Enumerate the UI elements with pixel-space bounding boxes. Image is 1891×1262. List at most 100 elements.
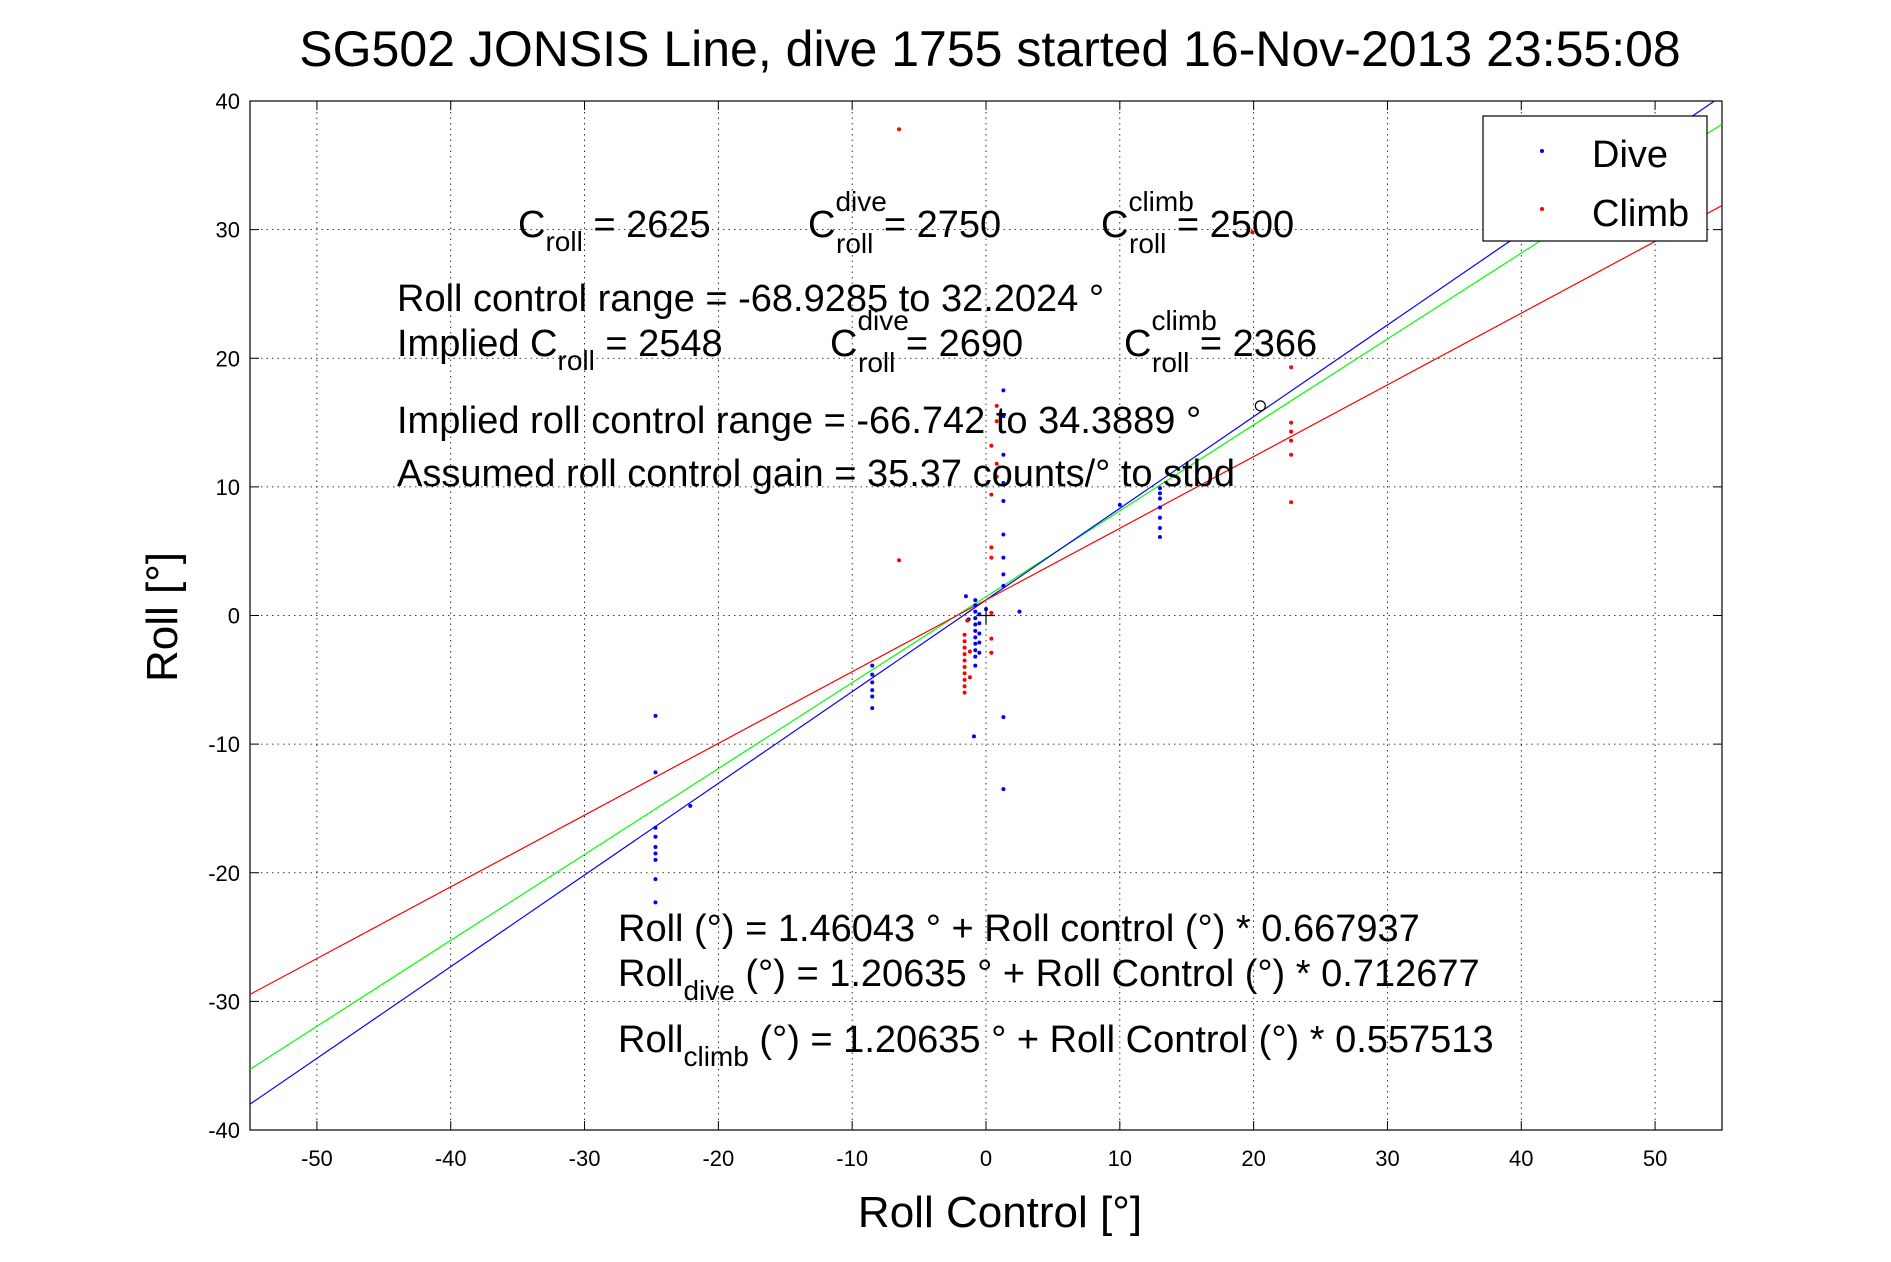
data-point-climb bbox=[989, 610, 994, 615]
legend-climb-label: Climb bbox=[1592, 193, 1689, 235]
data-point-dive bbox=[1001, 481, 1006, 486]
x-tick-label: -30 bbox=[569, 1146, 601, 1171]
data-point-dive bbox=[963, 594, 968, 599]
data-point-climb bbox=[994, 461, 999, 466]
markers bbox=[977, 400, 1266, 625]
data-point-dive bbox=[653, 877, 658, 882]
grid bbox=[250, 100, 1722, 1131]
annotation-implied-c-roll-dive: Cdive roll = 2690 bbox=[830, 305, 1023, 378]
y-tick-label: 10 bbox=[216, 475, 240, 500]
data-point-climb bbox=[962, 632, 967, 637]
data-point-dive bbox=[1001, 414, 1006, 419]
y-tick-label: 20 bbox=[216, 346, 240, 371]
data-point-dive bbox=[653, 857, 658, 862]
data-point-dive bbox=[688, 803, 693, 808]
data-point-climb bbox=[962, 690, 967, 695]
data-point-climb bbox=[897, 558, 902, 563]
x-tick-label: 50 bbox=[1643, 1146, 1667, 1171]
data-point-dive bbox=[977, 650, 982, 655]
data-point-dive bbox=[973, 648, 978, 653]
y-tick-label: 40 bbox=[216, 89, 240, 114]
x-tick-label: 30 bbox=[1375, 1146, 1399, 1171]
x-tick-label: -50 bbox=[301, 1146, 333, 1171]
data-point-dive bbox=[973, 663, 978, 668]
fit-lines bbox=[250, 101, 1722, 1105]
data-point-dive bbox=[1157, 515, 1162, 520]
annotation-implied-range: Implied roll control range = -66.742 to … bbox=[397, 400, 1201, 442]
data-point-dive bbox=[973, 654, 978, 659]
data-point-dive bbox=[977, 631, 982, 636]
fit-line bbox=[250, 205, 1722, 995]
x-tick-label: 20 bbox=[1241, 1146, 1265, 1171]
data-point-dive bbox=[1017, 609, 1022, 614]
data-point-dive bbox=[870, 672, 875, 677]
x-tick-label: -10 bbox=[836, 1146, 868, 1171]
data-point-dive bbox=[870, 694, 875, 699]
data-point-dive bbox=[1001, 583, 1006, 588]
data-point-dive bbox=[653, 851, 658, 856]
fit-line bbox=[250, 123, 1722, 1070]
data-point-dive bbox=[653, 900, 658, 905]
data-point-climb bbox=[1250, 230, 1255, 235]
legend-climb-marker bbox=[1540, 207, 1544, 211]
circle-marker bbox=[1254, 400, 1266, 412]
data-point-climb bbox=[1289, 420, 1294, 425]
data-point-climb bbox=[989, 555, 994, 560]
data-point-dive bbox=[870, 663, 875, 668]
data-point-dive bbox=[977, 640, 982, 645]
data-point-dive bbox=[971, 734, 976, 739]
data-point-dive bbox=[973, 616, 978, 621]
data-point-climb bbox=[962, 639, 967, 644]
y-tick-label: -40 bbox=[208, 1118, 240, 1143]
data-point-dive bbox=[1157, 535, 1162, 540]
annotation-c-roll-dive: Cdive roll = 2750 bbox=[808, 186, 1001, 259]
data-point-dive bbox=[1001, 715, 1006, 720]
data-point-dive bbox=[1001, 388, 1006, 393]
data-point-climb bbox=[962, 671, 967, 676]
data-point-dive bbox=[973, 628, 978, 633]
axis-ticks: -50 -40 -30 -20 -10 0 10 20 30 40 50 -40 -30 -20 -10 0 1… bbox=[208, 89, 1722, 1171]
data-point-dive bbox=[1157, 486, 1162, 491]
data-point-dive bbox=[973, 598, 978, 603]
data-point-climb bbox=[989, 443, 994, 448]
data-point-dive bbox=[653, 770, 658, 775]
data-point-climb bbox=[994, 474, 999, 479]
data-point-dive bbox=[1001, 787, 1006, 792]
y-tick-label: 0 bbox=[228, 604, 240, 629]
x-tick-label: 0 bbox=[980, 1146, 992, 1171]
data-point-dive bbox=[1001, 452, 1006, 457]
data-point-climb bbox=[1289, 500, 1294, 505]
data-point-dive bbox=[1157, 505, 1162, 510]
data-point-dive bbox=[653, 834, 658, 839]
chart-title: SG502 JONSIS Line, dive 1755 started 16-… bbox=[299, 21, 1680, 77]
annotation-implied-c-roll-climb: Cclimb roll = 2366 bbox=[1124, 305, 1317, 378]
data-point-climb bbox=[1289, 365, 1294, 370]
data-point-dive bbox=[977, 621, 982, 626]
data-point-dive bbox=[1157, 491, 1162, 496]
data-point-climb bbox=[962, 652, 967, 657]
data-point-dive bbox=[973, 622, 978, 627]
data-point-dive bbox=[1117, 502, 1122, 507]
data-point-climb bbox=[962, 658, 967, 663]
data-point-climb bbox=[1289, 429, 1294, 434]
data-point-climb bbox=[1289, 452, 1294, 457]
x-tick-label: -20 bbox=[702, 1146, 734, 1171]
annotation-equation-dive: Rolldive (°) = 1.20635 ° + Roll Control … bbox=[618, 953, 1480, 1006]
annotations: Croll = 2625 Cdive roll = 2750 Cclimb roll… bbox=[397, 186, 1494, 1072]
annotation-c-roll: Croll = 2625 bbox=[518, 204, 711, 257]
data-point-dive bbox=[870, 688, 875, 693]
data-point-climb bbox=[994, 403, 999, 408]
annotation-roll-control-range: Roll control range = -68.9285 to 32.2024… bbox=[397, 278, 1104, 320]
x-axis-label: Roll Control [°] bbox=[858, 1188, 1142, 1237]
data-point-dive bbox=[653, 845, 658, 850]
annotation-equation-all: Roll (°) = 1.46043 ° + Roll control (°) … bbox=[618, 908, 1420, 950]
annotation-gain: Assumed roll control gain = 35.37 counts… bbox=[397, 453, 1235, 495]
data-point-dive bbox=[973, 609, 978, 614]
legend-box bbox=[1482, 115, 1708, 242]
annotation-equation-climb: Rollclimb (°) = 1.20635 ° + Roll Control… bbox=[618, 1019, 1494, 1072]
data-point-dive bbox=[973, 603, 978, 608]
data-point-dive bbox=[653, 713, 658, 718]
data-point-dive bbox=[653, 825, 658, 830]
data-point-dive bbox=[870, 706, 875, 711]
